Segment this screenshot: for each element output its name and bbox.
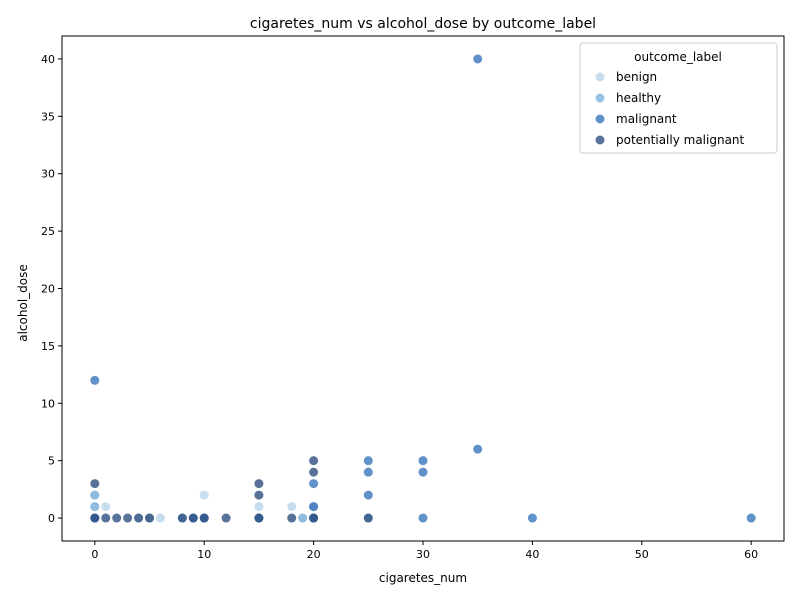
data-point-potentially-malignant-11 (254, 490, 264, 500)
x-tick-label: 50 (635, 548, 649, 561)
legend-marker-benign (595, 72, 605, 82)
data-point-benign-4 (155, 513, 165, 523)
data-point-healthy-6 (298, 513, 308, 523)
data-point-potentially-malignant-13 (287, 513, 297, 523)
data-point-potentially-malignant-15 (309, 467, 319, 477)
x-tick-label: 20 (307, 548, 321, 561)
plot-frame (61, 35, 785, 542)
y-tick-label: 30 (41, 168, 55, 181)
legend-entries: benign healthy malignant potentially malign… (595, 70, 745, 147)
legend-label-malignant: malignant (616, 112, 677, 126)
data-point-potentially-malignant-5 (134, 513, 144, 523)
y-tick-label: 20 (41, 283, 55, 296)
y-tick-label: 40 (41, 53, 55, 66)
y-tick-label: 25 (41, 225, 55, 238)
data-point-malignant-8 (418, 513, 428, 523)
data-point-benign-7 (254, 502, 264, 512)
data-point-benign-5 (199, 490, 209, 500)
data-point-potentially-malignant-10 (254, 479, 264, 489)
data-point-malignant-3 (363, 456, 373, 466)
data-point-malignant-0 (473, 54, 483, 64)
data-point-potentially-malignant-1 (90, 513, 100, 523)
x-tick-label: 0 (91, 548, 98, 561)
data-point-potentially-malignant-6 (145, 513, 155, 523)
x-tick-label: 30 (416, 548, 430, 561)
data-point-malignant-5 (363, 490, 373, 500)
y-tick-label: 0 (48, 512, 55, 525)
legend-marker-healthy (595, 93, 605, 103)
data-point-malignant-12 (309, 502, 319, 512)
legend-label-benign: benign (616, 70, 657, 84)
data-point-malignant-9 (527, 513, 537, 523)
legend-marker-malignant (595, 114, 605, 124)
data-point-benign-3 (101, 502, 111, 512)
data-point-potentially-malignant-12 (254, 513, 264, 523)
legend: outcome_label benign healthy malignant pote… (579, 42, 778, 154)
data-point-potentially-malignant-0 (90, 479, 100, 489)
data-point-potentially-malignant-14 (309, 456, 319, 466)
data-point-potentially-malignant-3 (112, 513, 122, 523)
points-layer (90, 54, 756, 523)
x-axis-label: cigaretes_num (379, 571, 467, 585)
data-point-potentially-malignant-9 (221, 513, 231, 523)
data-point-potentially-malignant-8 (199, 513, 209, 523)
legend-label-potentially-malignant: potentially malignant (616, 133, 745, 147)
data-point-malignant-1 (90, 375, 100, 385)
x-tick-label: 10 (197, 548, 211, 561)
data-point-malignant-7 (418, 467, 428, 477)
legend-box (579, 42, 778, 154)
data-point-malignant-10 (746, 513, 756, 523)
data-point-malignant-4 (363, 467, 373, 477)
data-point-benign-8 (287, 502, 297, 512)
y-tick-label: 35 (41, 110, 55, 123)
data-point-malignant-2 (473, 444, 483, 454)
data-point-healthy-1 (90, 502, 100, 512)
chart-title: cigaretes_num vs alcohol_dose by outcome… (250, 16, 596, 32)
data-point-malignant-11 (309, 479, 319, 489)
legend-label-healthy: healthy (616, 91, 661, 105)
data-point-potentially-malignant-4 (123, 513, 133, 523)
y-tick-label: 10 (41, 397, 55, 410)
data-point-healthy-2 (90, 490, 100, 500)
data-point-potentially-malignant-17 (363, 513, 373, 523)
data-point-potentially-malignant-18 (177, 513, 187, 523)
data-point-potentially-malignant-2 (101, 513, 111, 523)
y-tick-label: 5 (48, 455, 55, 468)
y-tick-label: 15 (41, 340, 55, 353)
data-point-potentially-malignant-7 (188, 513, 198, 523)
legend-marker-potentially-malignant (595, 135, 605, 145)
data-point-potentially-malignant-16 (309, 513, 319, 523)
x-tick-label: 60 (744, 548, 758, 561)
y-axis-label: alcohol_dose (16, 264, 30, 342)
data-point-malignant-6 (418, 456, 428, 466)
ticks-layer: 0 10 20 30 40 50 60 0 5 10 15 20 25 30 35 40 (41, 53, 758, 561)
x-tick-label: 40 (525, 548, 539, 561)
legend-title: outcome_label (634, 50, 722, 64)
